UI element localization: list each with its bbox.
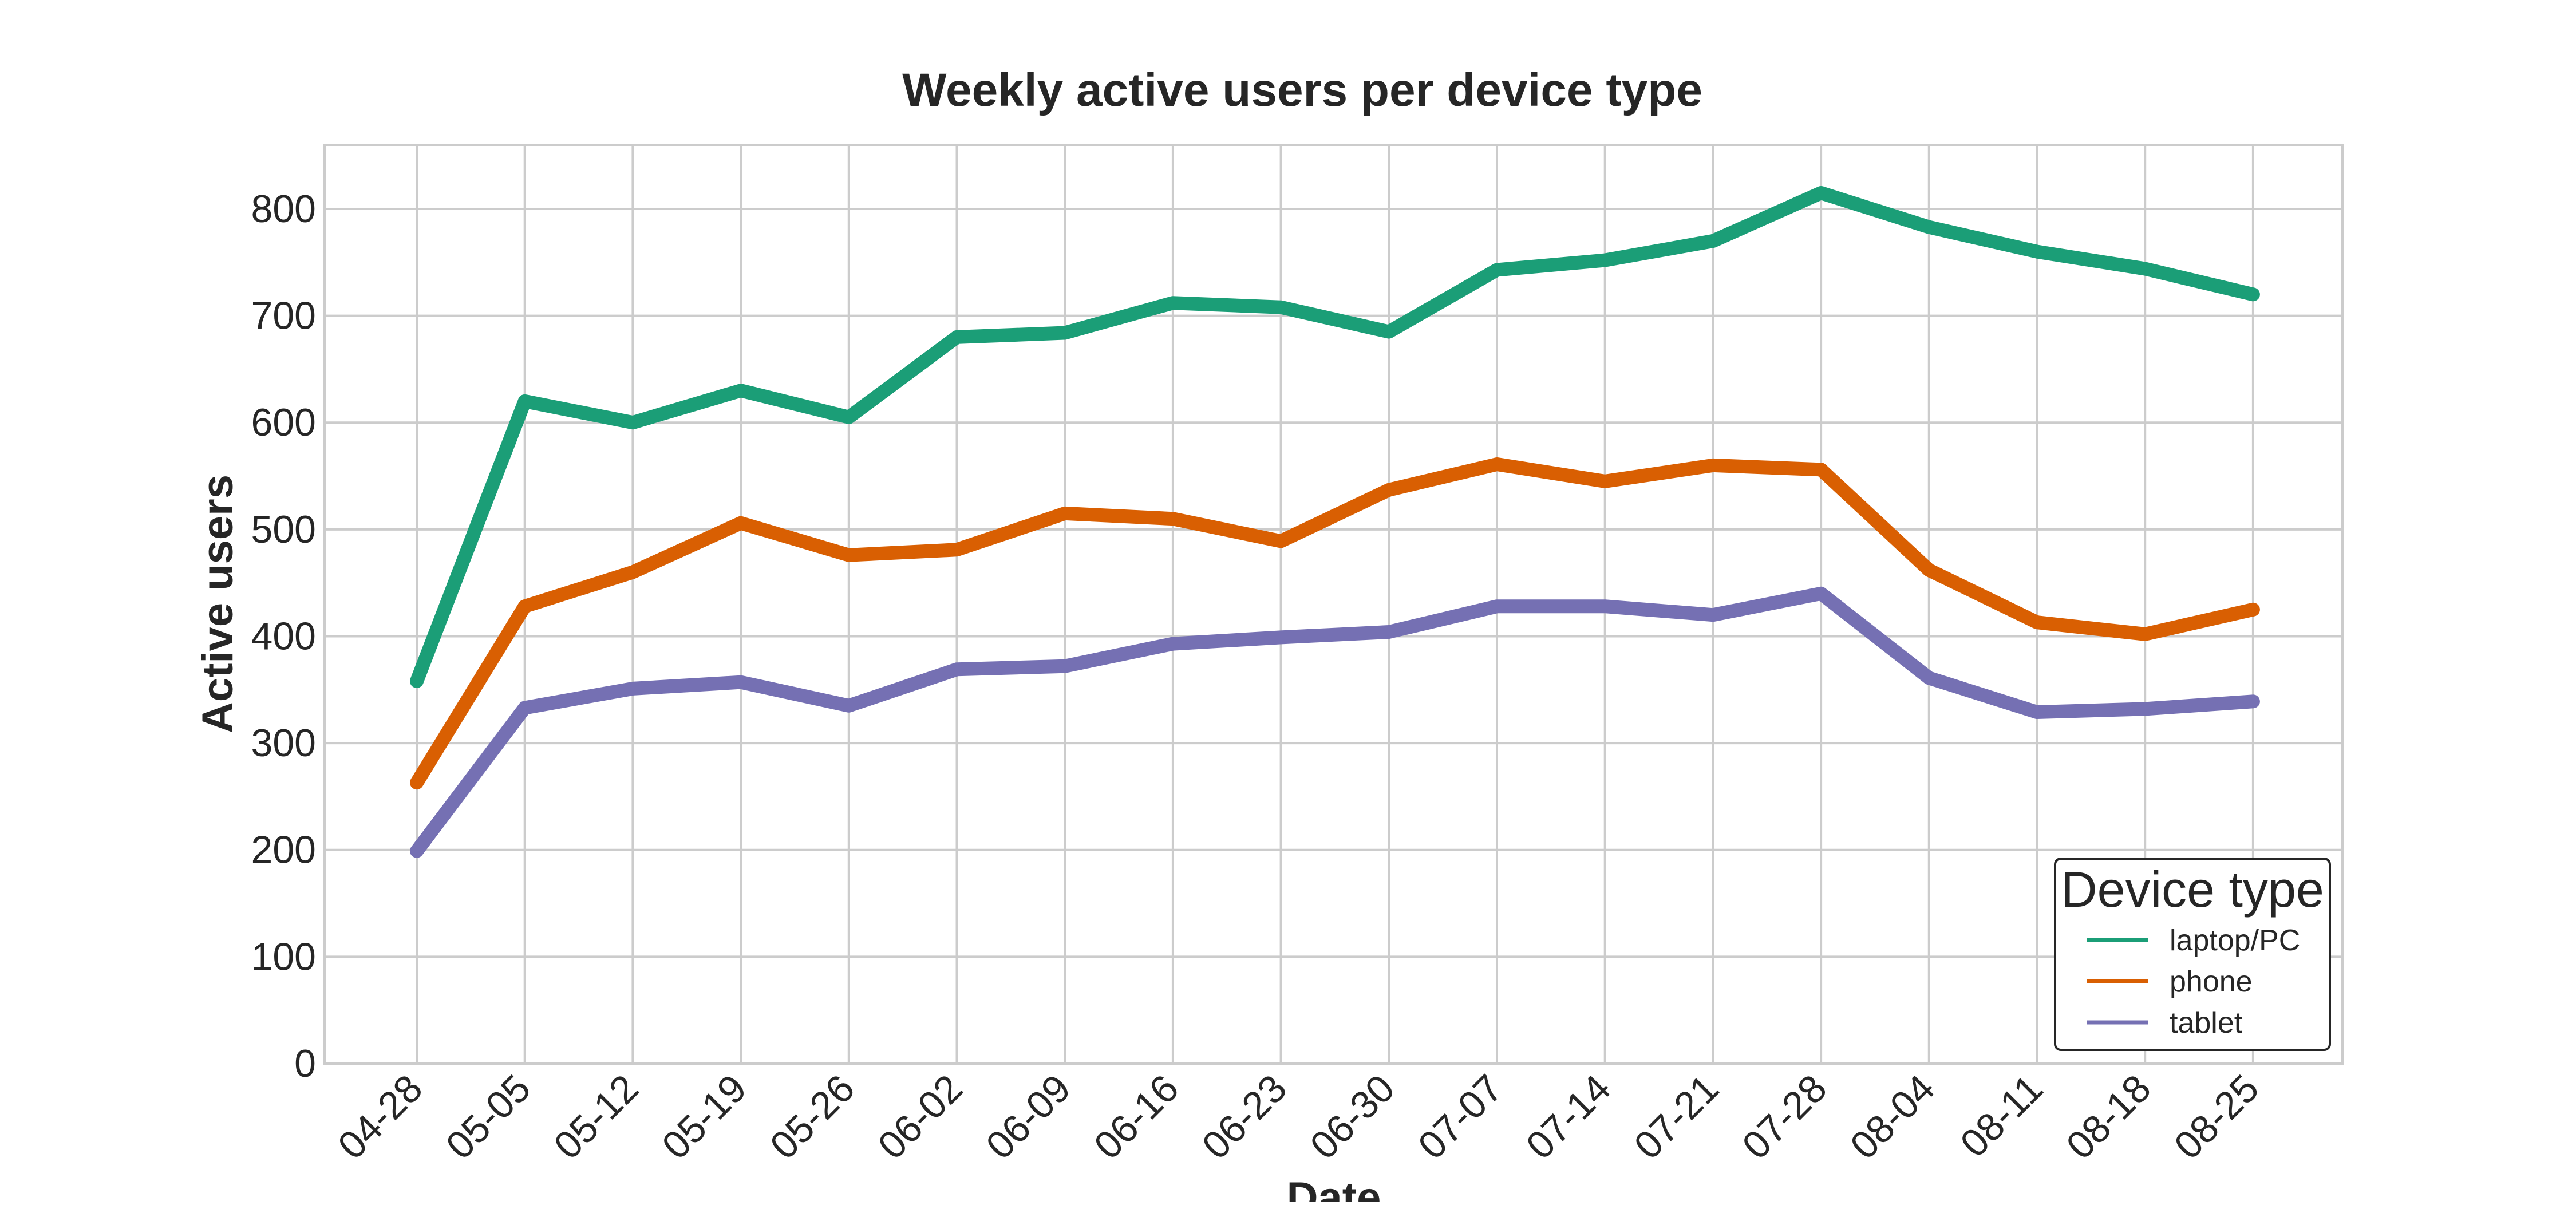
x-tick-label: 06-23 (1194, 1066, 1295, 1168)
legend-label: tablet (2170, 1006, 2243, 1040)
y-tick-label: 0 (294, 1042, 316, 1085)
y-tick-label: 100 (251, 935, 316, 978)
x-tick-label: 08-11 (1952, 1066, 2051, 1166)
plot-area (323, 144, 2344, 1065)
x-tick-label: 06-02 (870, 1066, 971, 1168)
x-tick-label: 05-19 (654, 1066, 755, 1168)
x-tick-label: 04-28 (330, 1066, 431, 1168)
y-tick-label: 800 (251, 187, 316, 231)
x-axis-label: Date (1287, 1174, 1381, 1202)
x-tick-label: 06-09 (978, 1066, 1079, 1168)
x-tick-label: 06-16 (1086, 1066, 1187, 1168)
x-tick-label: 07-21 (1626, 1066, 1727, 1168)
x-tick-label: 07-14 (1518, 1066, 1619, 1168)
series-lines (410, 186, 2260, 858)
y-tick-label: 600 (251, 401, 316, 444)
x-tick-label: 07-07 (1410, 1066, 1511, 1168)
y-tick-label: 400 (251, 614, 316, 658)
series-line-2 (410, 586, 2260, 858)
legend-items: laptop/PC phone tablet (2087, 924, 2300, 1040)
x-tick-label: 05-05 (438, 1066, 539, 1168)
x-axis-ticks: 04-28 05-05 05-12 05-19 05-26 06-02 06-09 06-16… (330, 1066, 2267, 1168)
y-axis-label: Active users (193, 475, 242, 733)
y-tick-label: 700 (251, 294, 316, 338)
x-tick-label: 06-30 (1302, 1066, 1403, 1168)
series-line-0 (410, 186, 2260, 688)
y-tick-label: 500 (251, 508, 316, 551)
legend-label: phone (2170, 965, 2253, 998)
legend-label: laptop/PC (2170, 924, 2300, 957)
x-tick-label: 08-25 (2166, 1066, 2267, 1168)
x-tick-label: 07-28 (1734, 1066, 1835, 1168)
y-tick-label: 300 (251, 721, 316, 765)
gridlines (325, 145, 2342, 1065)
x-tick-label: 05-26 (762, 1066, 863, 1168)
series-line-1 (410, 457, 2260, 790)
y-axis-ticks: 0 100 200 300 400 500 600 700 800 (251, 187, 316, 1085)
legend: Device type laptop/PC phone tablet (2054, 858, 2331, 1051)
x-tick-label: 08-18 (2058, 1066, 2159, 1168)
x-tick-label: 08-04 (1842, 1066, 1943, 1168)
legend-box (2054, 858, 2331, 1051)
y-tick-label: 200 (251, 828, 316, 872)
legend-title: Device type (2061, 861, 2324, 918)
x-tick-label: 05-12 (546, 1066, 647, 1168)
chart-title: Weekly active users per device type (902, 64, 1702, 116)
